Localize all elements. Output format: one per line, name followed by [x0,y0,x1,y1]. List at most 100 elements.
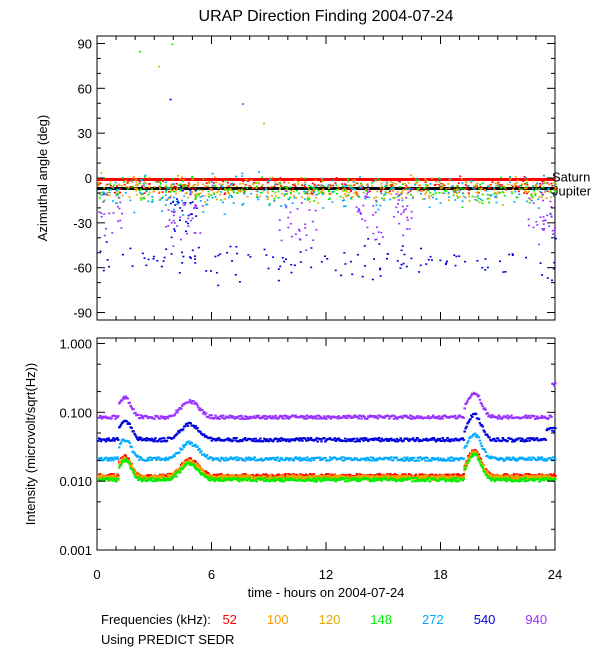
data-point-940 [528,197,531,199]
data-point-272 [287,198,290,201]
intensity-point-272 [341,459,344,462]
intensity-point-148 [427,477,430,480]
data-point-940 [406,216,409,219]
data-point-52 [419,187,422,189]
data-point-272 [214,196,217,198]
data-point-100 [309,193,312,195]
data-point-100 [292,190,295,193]
intensity-point-148 [248,478,252,481]
data-point-52 [374,178,377,180]
data-point-272 [283,193,286,195]
data-point-540 [508,253,511,256]
data-point-540 [541,274,544,276]
data-point-148 [500,186,503,188]
intensity-point-940 [255,414,258,417]
intensity-point-272 [457,459,461,462]
data-point-272 [140,192,143,195]
data-point-120 [483,188,486,191]
data-point-120 [353,192,356,194]
data-point-272 [306,191,309,194]
intensity-point-52 [528,473,531,476]
intensity-point-148 [213,480,216,483]
intensity-point-940 [337,415,340,418]
intensity-point-272 [537,458,541,461]
intensity-point-148 [141,479,145,482]
intensity-point-272 [498,458,502,461]
data-point-540 [177,201,180,204]
intensity-point-148 [285,478,289,481]
data-point-940 [535,220,538,223]
data-point-52 [303,184,306,187]
data-point-940 [305,234,308,237]
data-point-100 [132,177,135,179]
intensity-point-148 [370,478,374,481]
intensity-point-52 [264,473,268,476]
intensity-point-940 [336,417,339,420]
intensity-point-120 [206,474,210,477]
intensity-point-148 [544,477,548,480]
intensity-point-272 [449,459,452,462]
data-point-272 [234,175,237,178]
data-point-540 [425,263,428,265]
data-point-52 [424,181,427,184]
data-point-148 [317,189,320,192]
data-point-272 [106,188,109,190]
intensity-point-52 [289,473,293,476]
intensity-point-148 [419,478,423,481]
data-point-272 [352,180,355,183]
intensity-point-540 [339,438,342,441]
intensity-point-120 [282,476,285,479]
data-point-148 [138,189,141,192]
intensity-point-540 [524,438,527,441]
data-point-940 [357,208,360,211]
data-point-120 [476,182,479,185]
data-point-52 [459,175,462,178]
intensity-point-540 [356,440,360,443]
intensity-point-940 [124,395,128,398]
intensity-point-272 [518,456,522,459]
intensity-point-100 [247,474,251,477]
data-point-100 [468,195,471,198]
data-point-100 [410,174,413,177]
intensity-point-52 [554,474,557,477]
data-point-52 [479,186,482,188]
data-point-540 [193,255,196,257]
intensity-point-940 [176,411,179,414]
data-point-940 [532,226,535,229]
intensity-point-52 [368,473,372,476]
intensity-point-148 [476,458,480,461]
data-point-120 [464,188,467,190]
data-point-940 [194,204,197,206]
data-point-272 [176,203,179,206]
intensity-point-100 [367,474,370,477]
x-tick-label: 0 [93,567,100,582]
data-point-272 [508,176,511,178]
data-point-148 [226,189,229,191]
intensity-point-540 [535,437,539,440]
data-point-272 [108,191,111,194]
intensity-point-540 [552,426,555,429]
data-point-940 [298,230,301,232]
intensity-point-540 [118,425,122,428]
intensity-point-940 [227,416,231,419]
data-point-540 [209,270,212,272]
intensity-point-540 [304,437,307,440]
data-point-120 [453,192,456,194]
intensity-point-540 [332,438,336,441]
data-point-272 [350,197,353,199]
intensity-point-100 [117,462,121,465]
data-point-52 [311,192,314,195]
intensity-point-940 [316,417,319,420]
data-point-540 [371,278,374,281]
data-point-120 [337,188,340,191]
intensity-point-148 [533,479,536,482]
intensity-point-540 [396,440,400,443]
intensity-point-940 [141,417,145,420]
intensity-point-540 [301,439,304,442]
intensity-point-940 [373,416,377,419]
data-point-272 [269,178,272,181]
intensity-point-120 [167,476,171,479]
intensity-point-100 [382,474,385,477]
intensity-point-540 [323,437,326,440]
